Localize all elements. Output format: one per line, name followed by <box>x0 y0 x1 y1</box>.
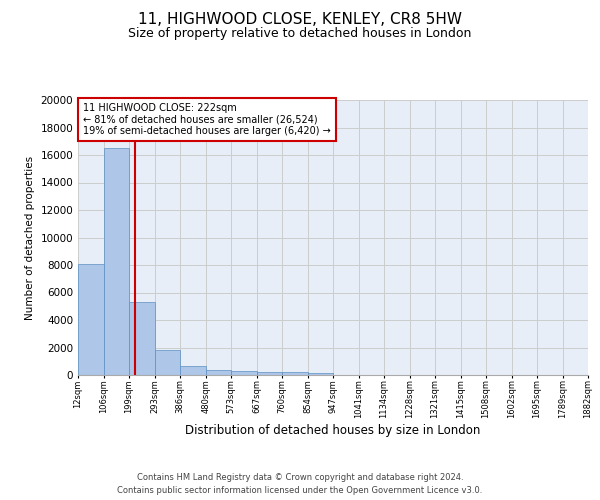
X-axis label: Distribution of detached houses by size in London: Distribution of detached houses by size … <box>185 424 481 437</box>
Bar <box>155 350 180 375</box>
Text: 11, HIGHWOOD CLOSE, KENLEY, CR8 5HW: 11, HIGHWOOD CLOSE, KENLEY, CR8 5HW <box>138 12 462 28</box>
Y-axis label: Number of detached properties: Number of detached properties <box>25 156 35 320</box>
Bar <box>206 370 231 375</box>
Bar <box>180 366 206 375</box>
Text: Contains HM Land Registry data © Crown copyright and database right 2024.: Contains HM Land Registry data © Crown c… <box>137 472 463 482</box>
Bar <box>308 373 333 375</box>
Bar <box>78 264 104 375</box>
Bar <box>129 302 155 375</box>
Bar <box>104 148 129 375</box>
Bar <box>282 372 308 375</box>
Text: Contains public sector information licensed under the Open Government Licence v3: Contains public sector information licen… <box>118 486 482 495</box>
Bar <box>231 372 257 375</box>
Text: 11 HIGHWOOD CLOSE: 222sqm
← 81% of detached houses are smaller (26,524)
19% of s: 11 HIGHWOOD CLOSE: 222sqm ← 81% of detac… <box>83 103 331 136</box>
Bar <box>257 372 282 375</box>
Text: Size of property relative to detached houses in London: Size of property relative to detached ho… <box>128 28 472 40</box>
